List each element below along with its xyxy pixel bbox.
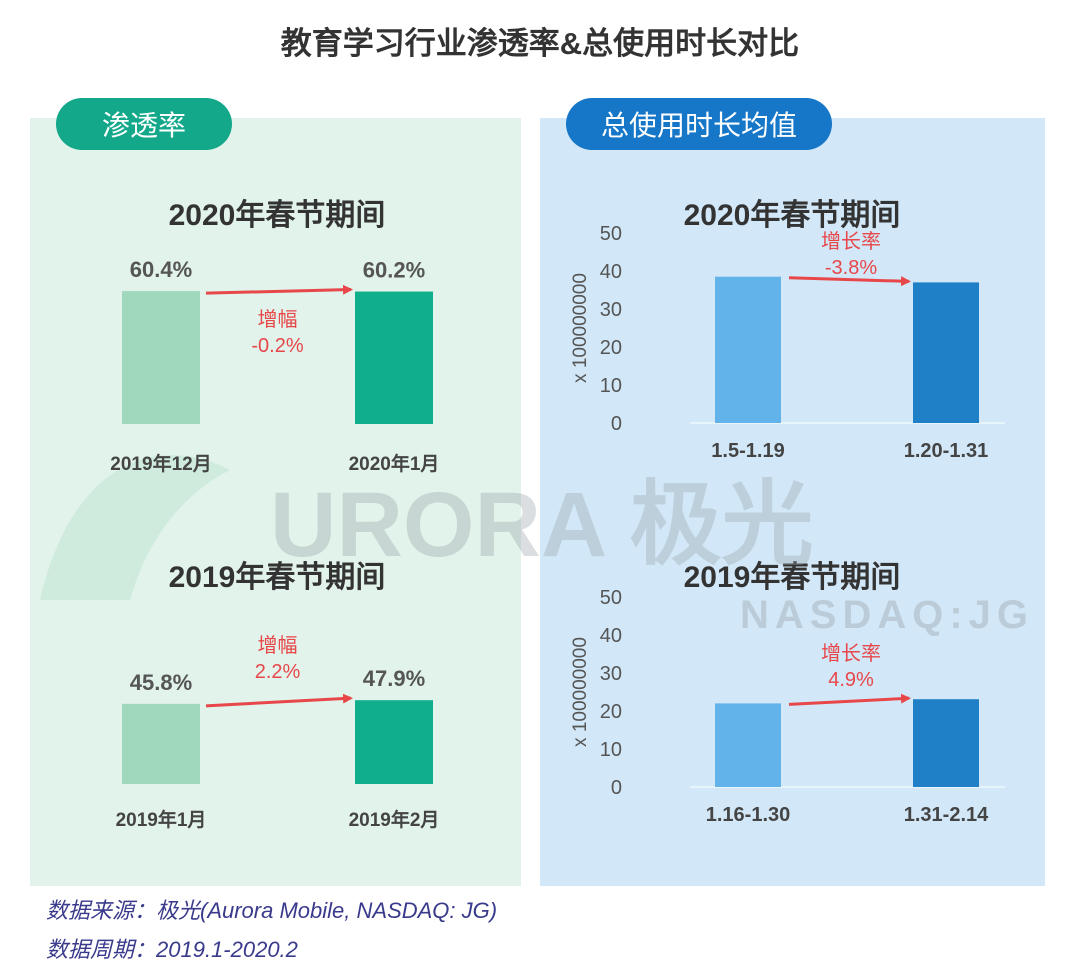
chart3-ytick-4: 40 (600, 261, 622, 283)
chart2-change-arrow (205, 693, 353, 708)
chart3-ylabel: x 100000000 (570, 273, 591, 383)
chart1-change-arrow (205, 284, 353, 295)
chart2-category-1: 2019年1月 (116, 808, 207, 831)
chart2-change-label: 增幅 (258, 634, 298, 657)
chart3-change-arrow (788, 276, 911, 287)
chart3-bar-2 (913, 282, 979, 423)
page-title: 教育学习行业渗透率&总使用时长对比 (280, 26, 800, 61)
chart3-ytick-2: 20 (600, 337, 622, 359)
watermark-brand: URORA 极光 (270, 474, 813, 576)
chart2-bar-1 (122, 703, 200, 784)
chart1-value-label-1: 60.4% (130, 257, 192, 282)
chart4-ytick-2: 20 (600, 701, 622, 723)
chart2-value-label-2: 47.9% (363, 666, 425, 691)
chart2-category-2: 2019年2月 (349, 808, 440, 831)
chart3-category-2: 1.20-1.31 (904, 440, 989, 462)
chart4-ytick-0: 0 (611, 777, 622, 799)
chart2-value-label-1: 45.8% (130, 670, 192, 695)
chart4-change-label: 增长率 (821, 642, 881, 665)
chart4-title: 2019年春节期间 (683, 561, 901, 594)
usage-time-label: 总使用时长均值 (566, 98, 832, 150)
chart3-category-1: 1.5-1.19 (711, 440, 784, 462)
chart3-ytick-5: 50 (600, 223, 622, 245)
chart4-ylabel: x 100000000 (570, 637, 591, 747)
chart4-ytick-3: 30 (600, 663, 622, 685)
chart3-ytick-0: 0 (611, 413, 622, 435)
chart4-ytick-5: 50 (600, 587, 622, 609)
watermark-ticker: NASDAQ:JG (740, 593, 1034, 637)
chart1-bar-1 (122, 291, 200, 424)
chart3-ytick-3: 30 (600, 299, 622, 321)
chart2-title: 2019年春节期间 (168, 561, 386, 594)
chart1-category-2: 2020年1月 (349, 452, 440, 475)
chart3-change-label: 增长率 (821, 230, 881, 253)
chart3-change-value: -3.8% (825, 257, 877, 279)
aurora-logo-icon (40, 455, 230, 600)
chart2-bar-2 (355, 700, 433, 784)
chart4-category-1: 1.16-1.30 (706, 804, 791, 826)
chart1-change-value: -0.2% (251, 335, 303, 357)
chart3-title: 2020年春节期间 (683, 199, 901, 232)
footer-period: 数据周期：2019.1-2020.2 (46, 937, 298, 962)
chart4-change-value: 4.9% (828, 669, 874, 691)
chart2-change-value: 2.2% (255, 661, 301, 683)
chart3-ytick-1: 10 (600, 375, 622, 397)
chart1-category-1: 2019年12月 (110, 452, 211, 475)
chart3-bar-1 (715, 276, 781, 423)
chart4-bar-1 (715, 703, 781, 787)
chart1-title: 2020年春节期间 (168, 199, 386, 232)
chart1-bar-2 (355, 291, 433, 424)
chart4-ytick-4: 40 (600, 625, 622, 647)
chart4-category-2: 1.31-2.14 (904, 804, 989, 826)
chart1-change-label: 增幅 (258, 308, 298, 331)
chart4-change-arrow (788, 693, 911, 706)
chart1-value-label-2: 60.2% (363, 258, 425, 283)
chart4-bar-2 (913, 699, 979, 787)
penetration-label: 渗透率 (56, 98, 232, 150)
footer-source: 数据来源：极光(Aurora Mobile, NASDAQ: JG) (46, 898, 498, 923)
chart4-ytick-1: 10 (600, 739, 622, 761)
